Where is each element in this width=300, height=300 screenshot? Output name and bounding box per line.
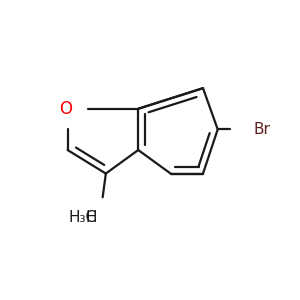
Text: H₃C: H₃C xyxy=(69,210,97,225)
Text: O: O xyxy=(60,100,73,118)
Text: Br: Br xyxy=(253,122,270,137)
Text: H: H xyxy=(85,210,97,225)
